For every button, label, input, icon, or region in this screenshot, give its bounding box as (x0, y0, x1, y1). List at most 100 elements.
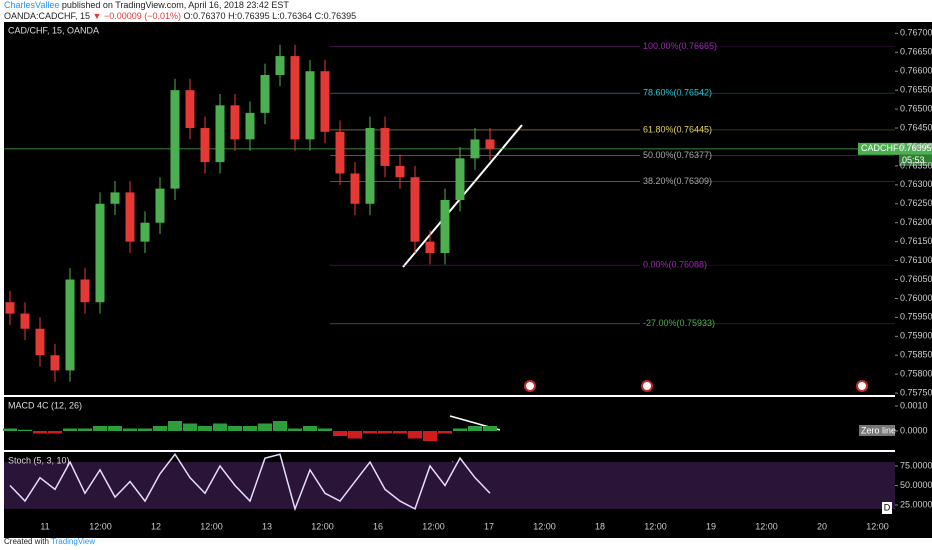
y-tick-label: 0.0000 (900, 425, 928, 435)
candle-body (395, 165, 405, 178)
publish-line: CharlesVallee published on TradingView.c… (4, 0, 289, 10)
zero-tag (859, 425, 895, 436)
macd-bar (288, 428, 302, 431)
y-tick-label: 0.76300 (900, 179, 932, 189)
x-tick-label: 20 (817, 521, 827, 531)
candle-body (245, 112, 255, 140)
macd-bar (33, 431, 47, 434)
x-tick-label: 12:00 (422, 521, 445, 531)
macd-bar (303, 426, 317, 431)
candle-body (350, 173, 360, 204)
candle-body (215, 105, 225, 163)
y-tick-label: 0.75950 (900, 312, 932, 322)
macd-bar (213, 423, 227, 431)
author[interactable]: CharlesVallee (4, 0, 60, 10)
x-tick-label: 12:00 (311, 521, 334, 531)
x-tick-label: 17 (484, 521, 494, 531)
macd-bar (378, 431, 392, 434)
macd-bar (108, 426, 122, 431)
fib-label: 0.00%(0.76088) (643, 259, 707, 269)
macd-bar (438, 431, 452, 434)
candle-body (20, 313, 30, 329)
stoch-band (4, 462, 895, 509)
x-tick-label: 12:00 (89, 521, 112, 531)
macd-bar (258, 423, 272, 431)
macd-bar (393, 431, 407, 434)
macd-bar (138, 428, 152, 431)
y-tick-label: 0.75900 (900, 331, 932, 341)
candle-body (65, 279, 75, 371)
candle-body (125, 192, 135, 242)
y-tick-label: 0.76500 (900, 103, 932, 113)
candle-body (470, 139, 480, 159)
candle-body (365, 128, 375, 204)
macd-bar (198, 426, 212, 431)
candle-body (185, 90, 195, 129)
macd-bar (468, 426, 482, 431)
x-tick-label: 11 (40, 521, 49, 531)
macd-bar (273, 421, 287, 431)
macd-bar (423, 431, 437, 441)
symbol: OANDA:CADCHF, 15 (4, 11, 91, 21)
event-marker[interactable] (641, 380, 653, 392)
macd-bar (483, 426, 497, 431)
x-tick-label: 19 (706, 521, 716, 531)
countdown: 05:53 (902, 155, 925, 165)
x-tick-label: 12 (151, 521, 161, 531)
footer: Created with TradingView (4, 537, 95, 546)
ohlc: O:0.76370 H:0.76395 L:0.76364 C:0.76395 (183, 11, 357, 21)
pane-title: MACD 4C (12, 26) (8, 400, 82, 410)
x-tick-label: 12:00 (533, 521, 556, 531)
macd-bar (363, 431, 377, 434)
symbol-line: OANDA:CADCHF, 15 ▼ −0.00009 (−0.01%) O:0… (4, 11, 356, 21)
price-label: 0.76395 (899, 143, 932, 153)
y-tick-label: 0.76100 (900, 255, 932, 265)
y-tick-label: 0.0010 (900, 400, 928, 410)
time-axis (4, 518, 932, 538)
macd-bar (333, 431, 347, 436)
x-tick-label: 12:00 (200, 521, 223, 531)
macd-bar (78, 428, 92, 431)
y-tick-label: 0.75750 (900, 387, 932, 397)
candle-body (275, 56, 285, 76)
candle-body (260, 75, 270, 113)
event-marker[interactable] (524, 380, 536, 392)
macd-bar (453, 428, 467, 431)
candle-body (320, 71, 330, 132)
x-tick-label: 12:00 (755, 521, 778, 531)
macd-bar (318, 428, 332, 431)
brand[interactable]: TradingView (51, 537, 96, 546)
price-symbol: CADCHF (861, 143, 899, 153)
fib-label: 61.80%(0.76445) (643, 124, 712, 134)
x-tick-label: 18 (595, 521, 605, 531)
fib-label: 78.60%(0.76542) (643, 88, 712, 98)
pane-title: Stoch (5, 3, 10) (8, 455, 70, 465)
event-marker[interactable] (856, 380, 868, 392)
y-tick-label: 0.76550 (900, 85, 932, 95)
macd-bar (63, 428, 77, 431)
candle-body (110, 192, 120, 204)
macd-bar (3, 428, 17, 431)
stoch-line (9, 452, 491, 512)
macd-bar (408, 431, 422, 439)
macd-bar (168, 421, 182, 431)
chart: 100.00%(0.76665) 78.60%(0.76542) 61.80%(0.… (3, 22, 932, 538)
candle-body (5, 302, 15, 314)
x-tick-label: 16 (373, 521, 383, 531)
y-tick-label: 0.76250 (900, 198, 932, 208)
y-tick-label: 0.76700 (900, 28, 932, 38)
y-tick-label: 0.76350 (900, 160, 932, 170)
change: ▼ −0.00009 (−0.01%) (92, 11, 182, 21)
y-tick-label: 0.75800 (900, 369, 932, 379)
macd-bar (18, 429, 32, 431)
price-axis (895, 22, 932, 518)
y-tick-label: 0.76450 (900, 122, 932, 132)
x-tick-label: 12:00 (644, 521, 667, 531)
y-tick-label: 0.76000 (900, 293, 932, 303)
fib-label: 50.00%(0.76377) (643, 150, 712, 160)
candle-body (335, 131, 345, 174)
series-tag (882, 502, 892, 514)
candle-body (425, 241, 435, 253)
candle-body (485, 139, 495, 149)
